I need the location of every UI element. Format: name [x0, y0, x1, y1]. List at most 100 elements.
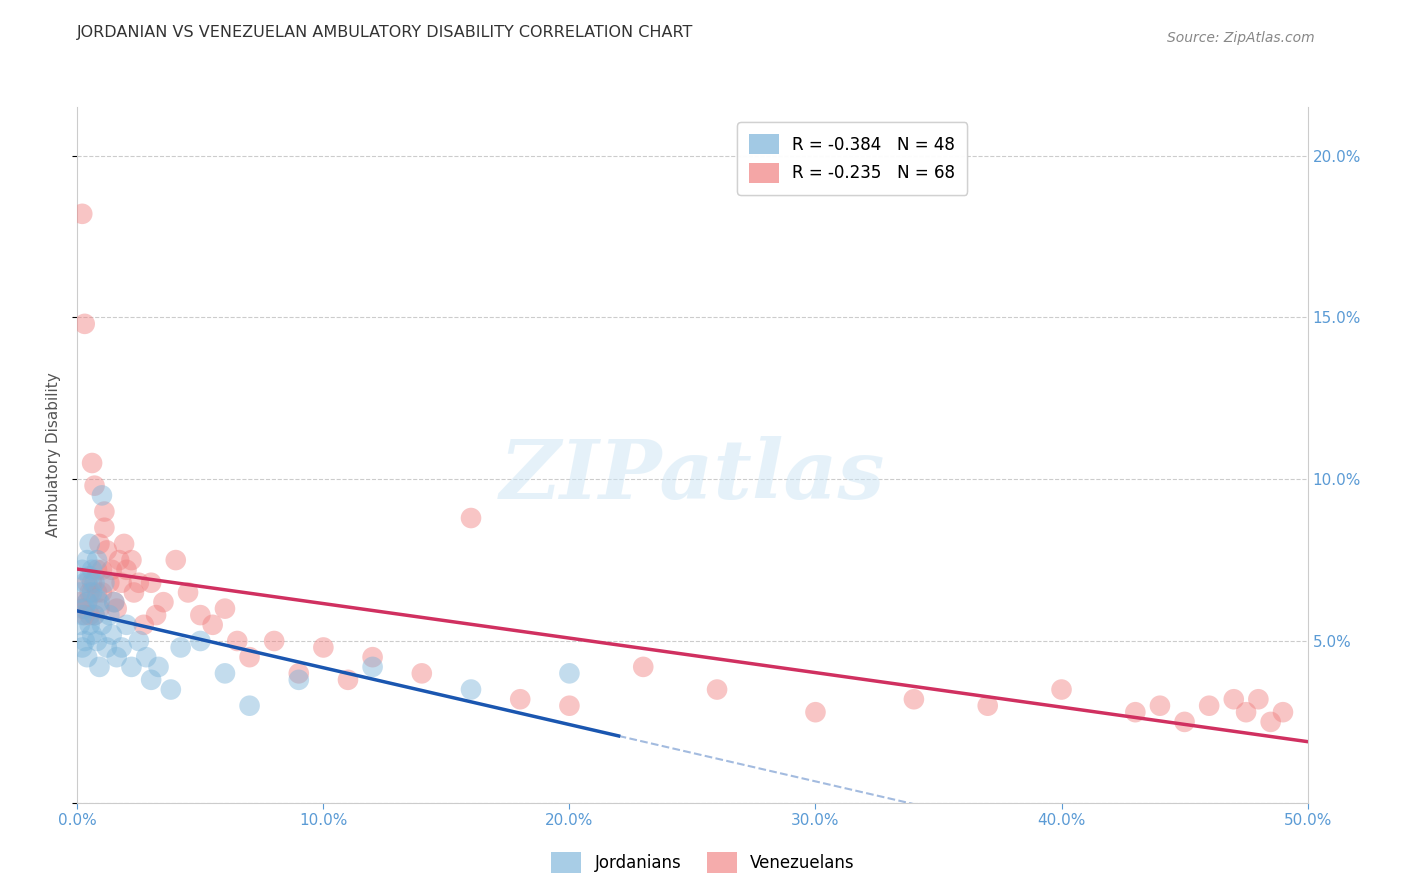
- Point: [70, 563, 93, 577]
- Point: [108, 553, 131, 567]
- Point: [132, 617, 155, 632]
- Point: [82, 563, 104, 577]
- Point: [121, 553, 143, 567]
- Point: [115, 563, 138, 577]
- Point: [141, 575, 163, 590]
- Point: [93, 575, 115, 590]
- Point: [105, 601, 128, 615]
- Point: [83, 478, 105, 492]
- Point: [1272, 705, 1295, 719]
- Point: [160, 682, 183, 697]
- Point: [79, 608, 101, 623]
- Point: [86, 591, 108, 606]
- Point: [90, 585, 114, 599]
- Point: [558, 666, 581, 681]
- Point: [76, 553, 98, 567]
- Legend: R = -0.384   N = 48, R = -0.235   N = 68: R = -0.384 N = 48, R = -0.235 N = 68: [737, 122, 967, 194]
- Point: [411, 666, 433, 681]
- Point: [128, 575, 150, 590]
- Point: [89, 660, 111, 674]
- Point: [804, 705, 827, 719]
- Point: [83, 575, 105, 590]
- Point: [239, 650, 262, 665]
- Point: [73, 317, 96, 331]
- Point: [214, 666, 236, 681]
- Point: [93, 504, 115, 518]
- Point: [70, 640, 93, 655]
- Point: [76, 595, 98, 609]
- Point: [69, 585, 91, 599]
- Point: [73, 575, 96, 590]
- Y-axis label: Ambulatory Disability: Ambulatory Disability: [46, 373, 62, 537]
- Point: [706, 682, 728, 697]
- Point: [105, 650, 128, 665]
- Point: [1247, 692, 1270, 706]
- Point: [89, 537, 111, 551]
- Point: [115, 617, 138, 632]
- Point: [190, 634, 212, 648]
- Point: [90, 488, 114, 502]
- Point: [337, 673, 360, 687]
- Point: [361, 650, 384, 665]
- Point: [101, 627, 124, 641]
- Text: Source: ZipAtlas.com: Source: ZipAtlas.com: [1167, 31, 1315, 45]
- Point: [312, 640, 335, 655]
- Point: [82, 575, 104, 590]
- Point: [82, 585, 104, 599]
- Point: [1223, 692, 1246, 706]
- Point: [111, 575, 132, 590]
- Point: [1260, 714, 1282, 729]
- Point: [112, 537, 135, 551]
- Point: [633, 660, 655, 674]
- Point: [145, 608, 167, 623]
- Point: [121, 660, 143, 674]
- Point: [79, 569, 101, 583]
- Point: [82, 456, 104, 470]
- Point: [83, 608, 105, 623]
- Point: [90, 563, 114, 577]
- Legend: Jordanians, Venezuelans: Jordanians, Venezuelans: [544, 846, 862, 880]
- Point: [1198, 698, 1220, 713]
- Point: [96, 640, 118, 655]
- Point: [460, 682, 482, 697]
- Point: [239, 698, 262, 713]
- Point: [79, 585, 101, 599]
- Point: [1125, 705, 1147, 719]
- Point: [111, 640, 132, 655]
- Point: [288, 673, 311, 687]
- Point: [903, 692, 925, 706]
- Point: [1050, 682, 1073, 697]
- Point: [86, 634, 108, 648]
- Point: [76, 650, 98, 665]
- Point: [1149, 698, 1171, 713]
- Point: [73, 634, 96, 648]
- Point: [70, 207, 93, 221]
- Point: [177, 585, 200, 599]
- Point: [148, 660, 170, 674]
- Point: [201, 617, 224, 632]
- Point: [103, 595, 125, 609]
- Point: [98, 608, 121, 623]
- Point: [128, 634, 150, 648]
- Text: ZIPatlas: ZIPatlas: [499, 436, 886, 516]
- Point: [509, 692, 531, 706]
- Point: [70, 601, 93, 615]
- Point: [361, 660, 384, 674]
- Text: JORDANIAN VS VENEZUELAN AMBULATORY DISABILITY CORRELATION CHART: JORDANIAN VS VENEZUELAN AMBULATORY DISAB…: [77, 25, 693, 40]
- Point: [90, 617, 114, 632]
- Point: [263, 634, 285, 648]
- Point: [288, 666, 311, 681]
- Point: [69, 617, 91, 632]
- Point: [122, 585, 145, 599]
- Point: [1174, 714, 1197, 729]
- Point: [89, 595, 111, 609]
- Point: [977, 698, 1000, 713]
- Point: [103, 595, 125, 609]
- Point: [152, 595, 174, 609]
- Point: [96, 543, 118, 558]
- Point: [558, 698, 581, 713]
- Point: [165, 553, 187, 567]
- Point: [135, 650, 157, 665]
- Point: [82, 627, 104, 641]
- Point: [69, 595, 91, 609]
